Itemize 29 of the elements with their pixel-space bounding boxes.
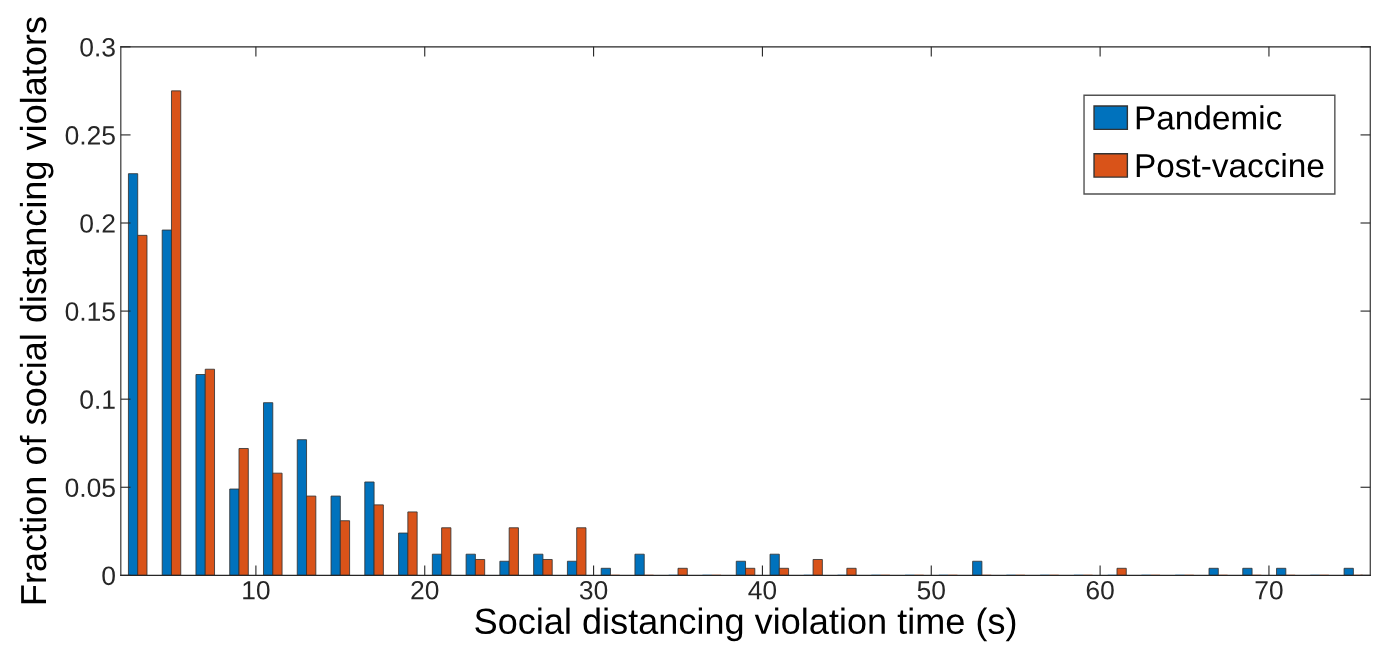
- bar: [634, 553, 645, 576]
- x-tick-label: 30: [579, 580, 608, 600]
- x-tick-label: 20: [411, 580, 439, 600]
- bar: [846, 567, 857, 576]
- bar: [1116, 567, 1127, 576]
- y-tick-label: 0.15: [65, 302, 115, 321]
- x-tick-label: 60: [1086, 580, 1114, 600]
- x-axis-title: Social distancing violation time (s): [475, 607, 1016, 642]
- bar: [972, 560, 983, 576]
- bar: [812, 559, 823, 576]
- bar: [1208, 567, 1219, 576]
- bar: [600, 567, 611, 576]
- y-tick-label: 0.3: [80, 37, 115, 57]
- y-tick-label: 0.1: [80, 390, 115, 409]
- y-tick-label: 0: [102, 566, 115, 586]
- legend-label: Post-vaccine: [1136, 152, 1324, 178]
- bar: [1276, 567, 1287, 576]
- bar: [1242, 567, 1253, 576]
- y-tick-label: 0.2: [80, 214, 115, 233]
- y-axis-title: Fraction of social distancing violators: [19, 17, 54, 604]
- x-tick-label: 10: [243, 580, 270, 600]
- x-tick-label: 40: [748, 580, 777, 600]
- x-tick-label: 50: [917, 580, 945, 600]
- bar: [1343, 567, 1354, 576]
- x-tick-label: 70: [1255, 580, 1283, 600]
- legend-label: Pandemic: [1136, 105, 1282, 130]
- y-tick-label: 0.05: [65, 478, 115, 498]
- y-tick-label: 0.25: [65, 126, 115, 145]
- bar: [677, 567, 688, 576]
